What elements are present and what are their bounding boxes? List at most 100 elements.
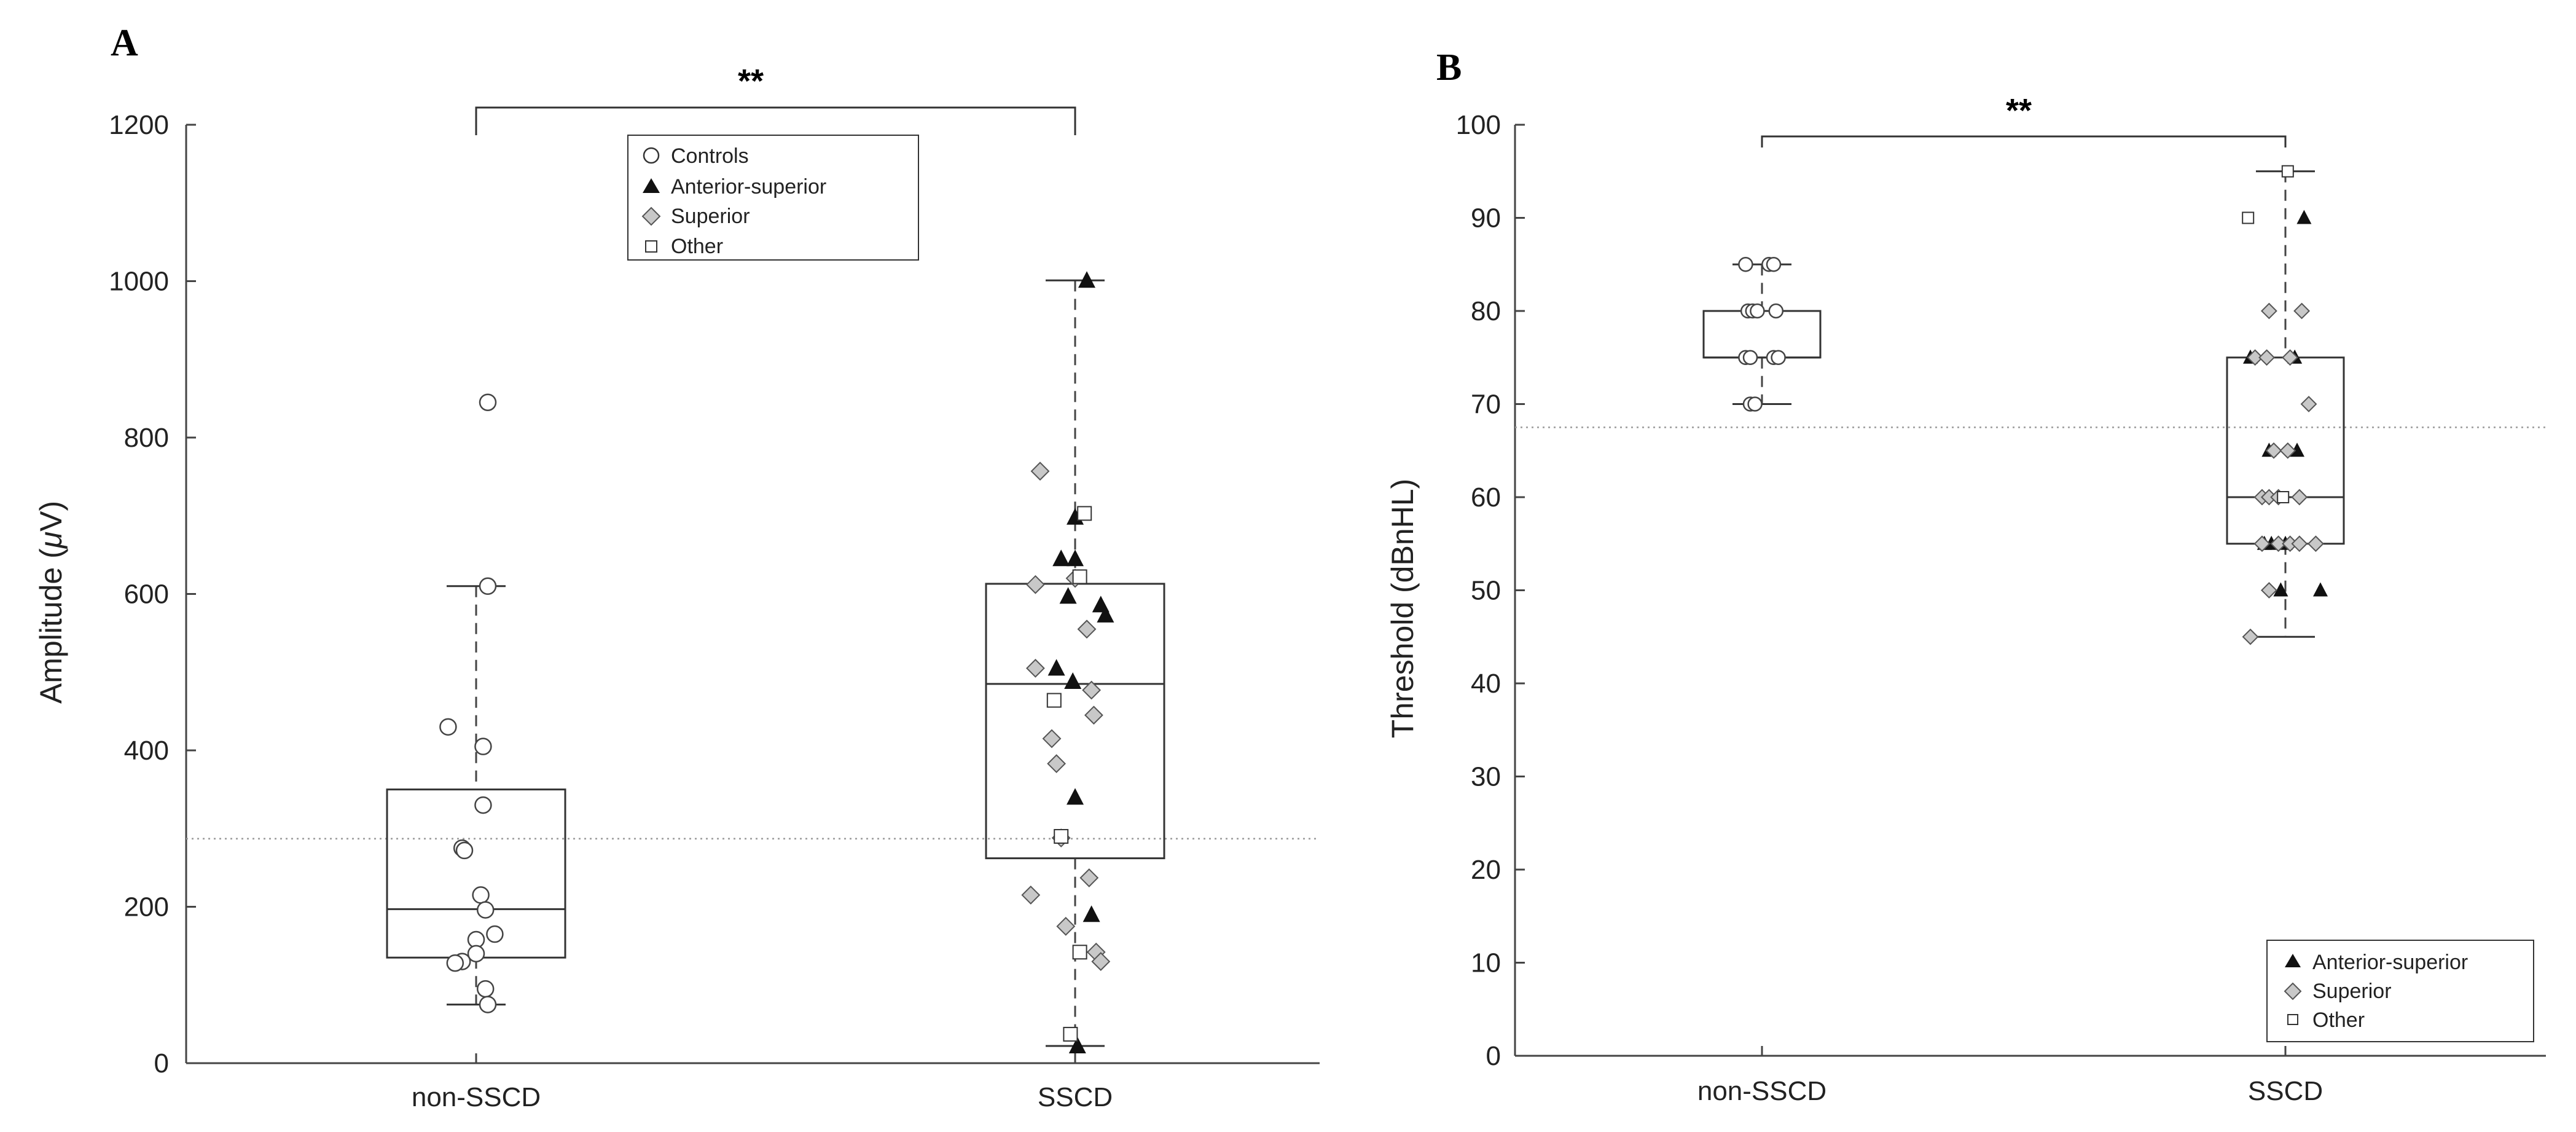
panel-a-x-tick-label-non-sscd: non-SSCD (412, 1082, 541, 1112)
panel-b-point-anterior-superior (2296, 210, 2312, 224)
panel-a-point-anterior-superior (1047, 659, 1065, 676)
panel-b-point-non-sscd (1768, 303, 1784, 319)
panel-a-iqr-box-sscd (985, 583, 1165, 860)
panel-a-point-superior (1084, 706, 1103, 725)
panel-a-point-other (1077, 506, 1092, 521)
panel-b-iqr-box-non-sscd (1702, 310, 1822, 359)
panel-a-series-controls (439, 393, 504, 1013)
legend-other-marker (645, 240, 657, 253)
panel-a-point-controls (439, 718, 457, 736)
panel-a-y-tick-label: 1000 (109, 267, 169, 297)
panel-a-point-anterior-superior (1067, 788, 1084, 805)
panel-b-point-superior (2260, 582, 2277, 599)
panel-a-y-tick-label: 200 (124, 892, 169, 922)
panel-a-point-superior (1025, 658, 1045, 678)
legend-b-other-label: Other (2312, 1008, 2365, 1032)
panel-a-point-anterior-superior (1082, 905, 1100, 922)
panel-a-point-superior (1047, 754, 1067, 774)
panel-b-y-tick-label: 90 (1471, 203, 1501, 234)
panel-b-point-superior (2291, 489, 2308, 506)
panel-a-point-superior (1042, 729, 1062, 749)
panel-a-letter: A (111, 22, 138, 64)
panel-b-point-superior (2307, 535, 2324, 552)
panel-a-y-tick-label: 600 (124, 580, 169, 610)
panel-b-y-axis-title: Threshold (dBnHL) (1385, 479, 1420, 738)
panel-a-point-other (1072, 569, 1087, 584)
panel-a-box-sscd (985, 279, 1165, 1047)
panel-b-point-superior (2293, 302, 2311, 320)
panel-b-significance-label: ** (2006, 92, 2032, 129)
panel-a-point-anterior-superior (1059, 587, 1077, 604)
panel-a-point-controls (474, 737, 492, 755)
panel-b-y-tick-label: 80 (1471, 296, 1501, 326)
legend-other-label: Other (671, 235, 723, 258)
panel-a-x-tick-label-sscd: SSCD (1038, 1082, 1113, 1112)
panel-a-point-superior (1021, 885, 1041, 905)
panel-a-point-controls (476, 901, 495, 919)
panel-b-point-superior (2270, 535, 2287, 552)
panel-a-series-superior (1021, 462, 1111, 971)
legend-anterior-superior-label: Anterior-superior (671, 175, 826, 198)
panel-a-significance-label: ** (738, 63, 764, 100)
panel-b-point-anterior-superior (2290, 442, 2304, 457)
legend-anterior-superior-marker (643, 178, 660, 193)
panel-b-y-tick-label: 20 (1471, 855, 1501, 885)
panel-b-point-non-sscd (1771, 350, 1786, 365)
panel-b-point-other (2242, 211, 2255, 224)
panel-a-point-superior (1077, 619, 1097, 639)
panel-b-points (1738, 165, 2328, 645)
panel-a-point-superior (1082, 680, 1102, 700)
panel-a-point-superior (1079, 868, 1099, 887)
panel-b-y-tick-label: 0 (1486, 1041, 1501, 1071)
panel-a-point-other (1054, 828, 1069, 844)
panel-b-point-superior (2300, 396, 2317, 412)
panel-a-point-anterior-superior (1097, 605, 1114, 623)
panel-b-y-tick-label: 100 (1456, 110, 1501, 140)
panel-b-point-superior (2282, 349, 2299, 366)
panel-b-point-anterior-superior (2273, 582, 2288, 597)
panel-b-point-non-sscd (1750, 303, 1765, 319)
panel-a-point-anterior-superior (1064, 672, 1082, 690)
panel-a-legend-box (627, 135, 919, 261)
panel-a-y-tick-label: 0 (154, 1048, 169, 1079)
panel-b-series-superior (2242, 302, 2324, 645)
panel-a-point-other (1046, 693, 1062, 708)
panel-a-points (439, 271, 1114, 1054)
panel-b-point-superior (2242, 628, 2259, 645)
panel-b-box-sscd (2226, 170, 2345, 638)
legend-controls-marker (643, 147, 660, 164)
panel-a-point-superior (1091, 952, 1111, 971)
panel-b-legend-box (2266, 940, 2534, 1042)
panel-a-y-tick-label: 400 (124, 736, 169, 766)
panel-b-point-superior (2291, 535, 2308, 552)
panel-b-point-superior (2279, 442, 2296, 459)
panel-a-significance-bracket (475, 106, 1076, 135)
panel-b-point-non-sscd (1766, 257, 1782, 272)
panel-a-point-controls (455, 841, 474, 860)
panel-a-y-axis-title: Amplitude (μV) (34, 501, 68, 704)
panel-a-point-controls (474, 796, 492, 814)
panel-b-y-tick-label: 60 (1471, 482, 1501, 513)
legend-controls-label: Controls (671, 144, 749, 168)
panel-b-point-anterior-superior (2313, 582, 2328, 597)
panel-a-point-superior (1025, 575, 1045, 594)
panel-b-point-other (2277, 491, 2290, 503)
panel-a-point-anterior-superior (1067, 549, 1084, 567)
legend-b-superior-label: Superior (2312, 980, 2392, 1003)
panel-a-point-other (1063, 1026, 1078, 1042)
panel-b-boxes (1702, 170, 2345, 638)
panel-b-point-superior (2247, 349, 2264, 366)
panel-b-legend: Anterior-superior Superior Other (2266, 940, 2534, 1042)
legend-b-anterior-superior-marker (2285, 954, 2301, 967)
panel-a-point-other (1072, 945, 1087, 960)
panel-a-point-superior (1030, 462, 1050, 481)
panel-a-point-controls (486, 925, 504, 943)
panel-a-point-controls (446, 954, 464, 972)
panel-b-letter: B (1436, 47, 1462, 88)
panel-b-significance-bracket (1761, 135, 2287, 147)
panel-a-point-controls (479, 393, 497, 411)
legend-superior-label: Superior (671, 205, 750, 228)
panel-a-point-controls (479, 577, 497, 595)
panel-a-point-controls (479, 996, 497, 1013)
